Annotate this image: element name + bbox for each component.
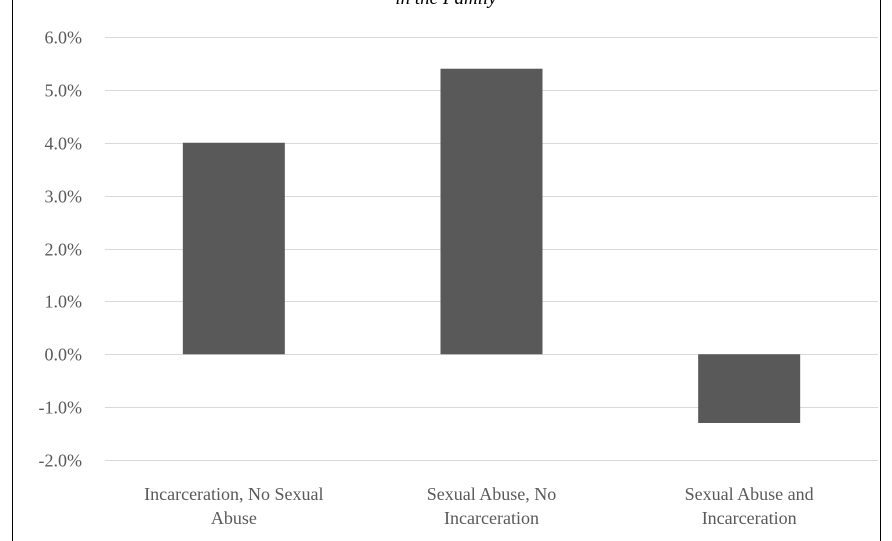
y-tick-label: 1.0%: [45, 292, 83, 312]
y-tick-label: -2.0%: [39, 451, 83, 471]
y-tick-label: 3.0%: [45, 187, 83, 207]
y-tick-label: 5.0%: [45, 81, 83, 101]
x-category-label: Sexual Abuse and Incarceration: [685, 484, 814, 528]
bar: [698, 354, 801, 423]
x-category-label: Sexual Abuse, No Incarceration: [427, 484, 557, 528]
bars: [182, 68, 801, 423]
y-tick-label: 0.0%: [45, 345, 83, 365]
chart-title: in the Family: [395, 0, 497, 9]
y-tick-label: 2.0%: [45, 240, 83, 260]
x-category-label-line: Sexual Abuse and: [685, 484, 814, 504]
y-axis-ticks: 6.0% 5.0% 4.0% 3.0% 2.0% 1.0% 0.0% -1.0% -2.0%: [39, 28, 83, 471]
x-category-label-line: Incarceration: [702, 508, 797, 528]
bar: [440, 68, 543, 355]
x-category-label-line: Incarceration, No Sexual: [144, 484, 323, 504]
x-axis-categories: Incarceration, No Sexual Abuse Sexual Abus…: [144, 484, 814, 528]
y-tick-label: 4.0%: [45, 134, 83, 154]
x-category-label: Incarceration, No Sexual Abuse: [144, 484, 323, 528]
y-tick-label: 6.0%: [45, 28, 83, 48]
x-category-label-line: Sexual Abuse, No: [427, 484, 557, 504]
chart-frame: [12, 0, 881, 541]
x-category-label-line: Incarceration: [444, 508, 539, 528]
y-tick-label: -1.0%: [39, 398, 83, 418]
bar: [182, 142, 285, 355]
x-category-label-line: Abuse: [211, 508, 257, 528]
